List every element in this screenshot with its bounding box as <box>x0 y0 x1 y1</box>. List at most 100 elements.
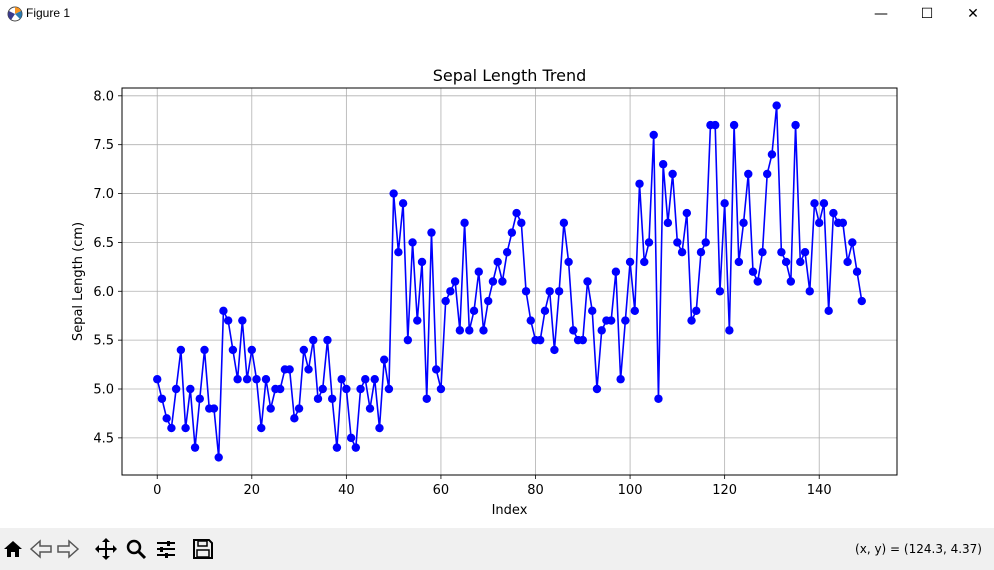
data-point <box>800 247 810 257</box>
data-point <box>479 326 488 335</box>
x-axis-label: Index <box>492 503 528 518</box>
data-point <box>540 306 550 316</box>
data-point <box>578 335 587 345</box>
chart-title: Sepal Length Trend <box>433 66 587 85</box>
data-point <box>668 169 677 179</box>
data-point <box>592 384 602 394</box>
data-point <box>469 306 479 316</box>
data-point <box>493 257 502 267</box>
x-tick-label: 20 <box>244 483 261 498</box>
x-tick-label: 0 <box>153 483 161 498</box>
data-point <box>526 316 535 325</box>
data-point <box>413 316 422 325</box>
data-point <box>214 453 223 462</box>
data-point <box>228 345 238 355</box>
maximize-button[interactable]: ☐ <box>920 6 934 22</box>
zoom-icon[interactable] <box>123 536 149 562</box>
data-point <box>848 238 857 247</box>
data-point <box>474 267 483 276</box>
data-point <box>436 384 446 394</box>
data-point <box>810 199 819 208</box>
data-point <box>153 375 162 384</box>
data-point <box>370 375 379 384</box>
data-point <box>781 257 791 267</box>
data-point <box>715 287 725 296</box>
data-point <box>465 326 474 335</box>
data-point <box>725 326 734 335</box>
data-point <box>167 423 176 433</box>
data-point <box>242 375 252 384</box>
chart-svg: 0 20 40 60 80 100 120 140 4.5 5.0 5.5 6.0 6.5 7.0 7.5 8… <box>71 66 898 518</box>
data-point <box>838 218 848 228</box>
data-point <box>763 169 772 179</box>
close-button[interactable]: ✕ <box>967 6 979 22</box>
data-point <box>327 394 337 403</box>
grid-layer <box>122 88 897 475</box>
data-point <box>233 375 242 384</box>
data-point <box>621 316 630 325</box>
data-point <box>748 267 758 276</box>
data-point <box>673 238 682 247</box>
data-point <box>677 247 687 257</box>
data-point <box>342 384 351 394</box>
data-point <box>843 257 852 267</box>
data-point <box>446 287 455 296</box>
data-point <box>739 218 748 228</box>
data-point <box>625 257 635 267</box>
data-point <box>375 423 384 433</box>
data-point <box>488 277 498 286</box>
data-point <box>550 345 559 355</box>
data-point <box>630 306 640 316</box>
figure-canvas[interactable]: 0 20 40 60 80 100 120 140 4.5 5.0 5.5 6.0 6.5 7.0 7.5 8… <box>0 28 994 528</box>
data-point <box>422 394 431 403</box>
y-tick-label: 5.5 <box>93 334 114 349</box>
data-point <box>398 199 408 208</box>
data-point <box>758 247 767 257</box>
data-point <box>181 423 190 433</box>
forward-icon[interactable] <box>55 536 81 562</box>
y-tick-label: 5.0 <box>93 383 114 398</box>
data-point <box>753 277 762 286</box>
data-point <box>791 120 800 130</box>
data-point <box>441 296 450 306</box>
data-point <box>554 287 564 296</box>
data-point <box>294 404 304 413</box>
y-tick-label: 7.0 <box>93 187 114 202</box>
window-titlebar: Figure 1 — ☐ ✕ <box>0 0 994 28</box>
pan-icon[interactable] <box>93 536 119 562</box>
data-point <box>417 257 427 267</box>
data-point <box>209 404 219 413</box>
y-axis-label: Sepal Length (cm) <box>71 222 86 341</box>
configure-subplots-icon[interactable] <box>153 536 179 562</box>
data-point <box>710 120 720 130</box>
data-point <box>654 394 663 403</box>
save-icon[interactable] <box>190 536 216 562</box>
data-point <box>597 326 606 335</box>
data-point <box>304 365 313 374</box>
data-point <box>815 218 824 228</box>
x-tick-label: 60 <box>433 483 450 498</box>
x-tick-label: 100 <box>618 483 643 498</box>
tick-layer: 0 20 40 60 80 100 120 140 4.5 5.0 5.5 6.0 6.5 7.0 7.5 8… <box>93 89 831 498</box>
data-point <box>252 375 261 384</box>
data-point <box>200 345 209 355</box>
back-icon[interactable] <box>28 536 54 562</box>
x-tick-label: 140 <box>807 483 832 498</box>
data-point <box>521 287 531 296</box>
minimize-button[interactable]: — <box>874 6 888 22</box>
navigation-toolbar: (x, y) = (124.3, 4.37) <box>0 528 994 570</box>
matplotlib-icon <box>6 5 24 23</box>
data-point <box>176 345 186 355</box>
y-tick-label: 8.0 <box>93 89 114 104</box>
y-tick-label: 7.5 <box>93 138 114 153</box>
data-point <box>455 326 465 335</box>
data-point <box>649 130 658 140</box>
data-point <box>611 267 621 276</box>
home-icon[interactable] <box>0 536 26 562</box>
data-point <box>356 384 365 394</box>
data-point <box>512 208 521 218</box>
data-point <box>313 394 323 403</box>
data-point <box>484 296 493 306</box>
y-tick-label: 6.5 <box>93 236 114 251</box>
y-tick-label: 4.5 <box>93 431 114 446</box>
